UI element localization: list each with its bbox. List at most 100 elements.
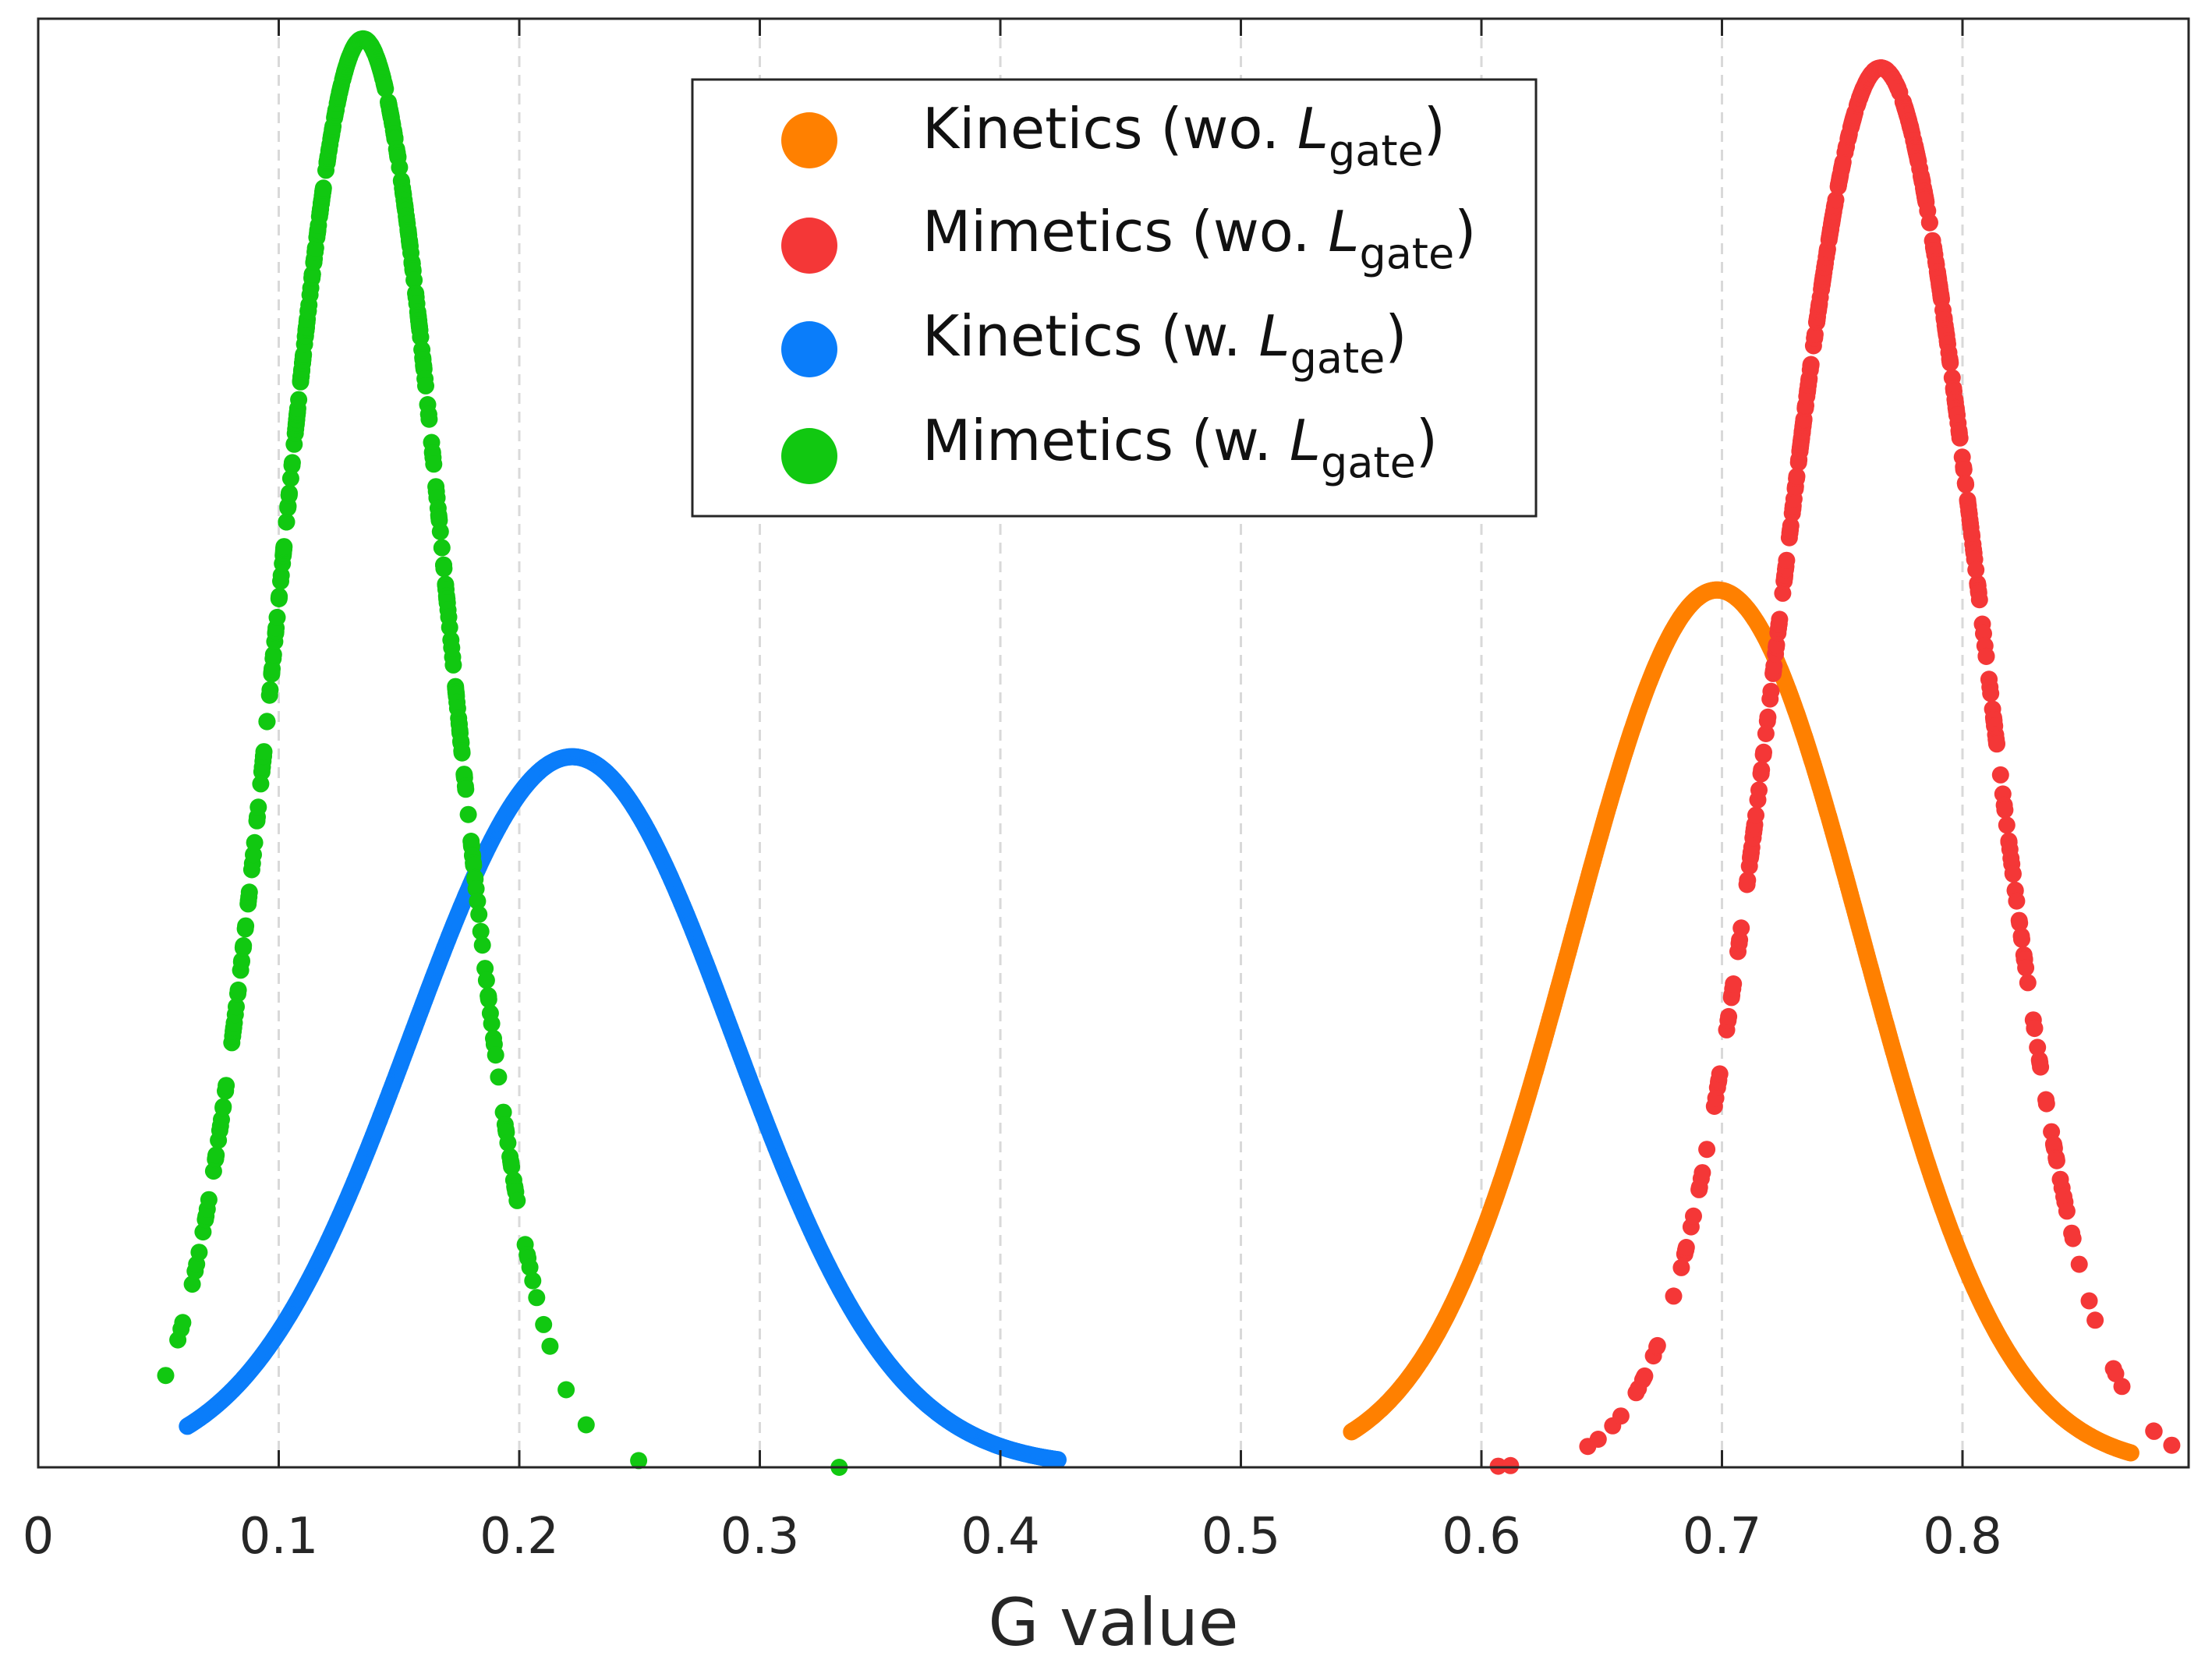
- data-point: [2080, 1292, 2098, 1310]
- data-point: [283, 454, 301, 472]
- series-mimetics-w-l-gate: [157, 30, 848, 1476]
- data-point: [490, 1068, 508, 1086]
- data-point: [2163, 1436, 2181, 1454]
- data-point: [1920, 214, 1938, 232]
- data-point: [250, 798, 267, 816]
- data-point: [214, 1098, 232, 1116]
- plot-frame: [37, 17, 2190, 1469]
- data-point: [2122, 1444, 2139, 1462]
- data-point: [281, 484, 298, 502]
- data-point: [1957, 476, 1975, 494]
- legend-marker-mimetics-w: [781, 428, 837, 484]
- data-point: [541, 1337, 559, 1355]
- data-point: [1732, 919, 1750, 937]
- data-point: [412, 328, 430, 346]
- data-point: [457, 780, 475, 798]
- data-point: [228, 998, 245, 1016]
- data-point: [233, 952, 250, 970]
- data-point: [1982, 685, 2000, 702]
- x-tick-label: 0.7: [1683, 1508, 1762, 1566]
- data-point: [229, 981, 247, 999]
- axis-ticks: [37, 19, 1964, 1467]
- legend-marker-kinetics-w: [781, 321, 837, 377]
- data-point: [1750, 781, 1768, 799]
- data-point: [281, 469, 299, 487]
- legend-label-kinetics-wo: Kinetics (wo.: [922, 96, 1297, 161]
- data-point: [1694, 1164, 1711, 1182]
- data-point: [459, 805, 477, 823]
- svg-text:Kinetics (w. Lgate): Kinetics (w. Lgate): [922, 303, 1407, 383]
- data-point: [1759, 708, 1777, 726]
- data-point: [524, 1272, 542, 1290]
- data-point: [2113, 1378, 2131, 1396]
- legend-symbol: L: [1290, 408, 1321, 473]
- data-point: [444, 656, 462, 674]
- legend-close: ): [1385, 303, 1407, 369]
- data-point: [2032, 1058, 2050, 1076]
- legend-marker-kinetics-wo: [781, 112, 837, 168]
- data-point: [2070, 1255, 2088, 1273]
- data-point: [467, 879, 485, 897]
- data-point: [480, 990, 497, 1008]
- x-tick-label: 0: [23, 1508, 55, 1566]
- data-point: [1677, 1239, 1695, 1256]
- data-point: [2026, 1020, 2044, 1038]
- data-point: [630, 1452, 648, 1470]
- data-point: [2064, 1230, 2082, 1247]
- data-point: [1747, 806, 1764, 824]
- data-point: [487, 1046, 504, 1064]
- legend-symbol: L: [1297, 96, 1329, 161]
- data-point: [557, 1381, 575, 1399]
- data-point: [420, 410, 438, 428]
- data-point: [1802, 356, 1820, 373]
- x-tick-label: 0.6: [1442, 1508, 1521, 1566]
- x-tick-label: 0.8: [1923, 1508, 2002, 1566]
- data-point: [535, 1315, 553, 1333]
- data-point: [577, 1416, 595, 1434]
- data-point: [2008, 892, 2026, 910]
- data-point: [1612, 1407, 1630, 1425]
- data-point: [1955, 461, 1973, 479]
- data-point: [2037, 1095, 2055, 1113]
- legend-symbol: L: [1259, 303, 1290, 369]
- data-point: [190, 1244, 208, 1261]
- x-tick-label: 0.5: [1202, 1508, 1281, 1566]
- data-point: [1589, 1431, 1607, 1448]
- svg-text:Mimetics (w. Lgate): Mimetics (w. Lgate): [922, 408, 1438, 487]
- data-point: [1762, 682, 1780, 700]
- legend-entry-kinetics-w: Kinetics (w. Lgate): [781, 303, 1407, 383]
- data-point: [528, 1289, 546, 1307]
- svg-text:Mimetics (wo. Lgate): Mimetics (wo. Lgate): [922, 199, 1476, 278]
- data-point: [314, 179, 332, 197]
- data-point: [1988, 735, 2005, 753]
- data-point: [1502, 1456, 1520, 1474]
- legend-label-kinetics-w: Kinetics (w.: [922, 303, 1259, 369]
- data-point: [477, 971, 495, 989]
- series-mimetics-wo-l-gate: [1489, 59, 2181, 1475]
- data-point: [1685, 1207, 1702, 1225]
- x-axis-label: G value: [988, 1584, 1238, 1661]
- legend-subscript: gate: [1329, 126, 1424, 175]
- data-point: [483, 1015, 501, 1032]
- svg-text:Kinetics (wo. Lgate): Kinetics (wo. Lgate): [922, 96, 1446, 175]
- data-point: [278, 513, 296, 531]
- data-point: [425, 455, 443, 473]
- x-tick-labels: 0 0.1 0.2 0.3 0.4 0.5 0.6 0.7 0.8: [23, 1508, 2002, 1566]
- legend-close: ): [1424, 96, 1446, 161]
- data-point: [2107, 1365, 2125, 1382]
- data-point: [2145, 1422, 2163, 1440]
- data-point: [1970, 591, 1988, 609]
- data-point: [157, 1367, 175, 1385]
- legend-entry-mimetics-w: Mimetics (w. Lgate): [781, 408, 1438, 487]
- data-point: [508, 1191, 526, 1209]
- data-point: [290, 391, 308, 409]
- data-point: [453, 744, 471, 762]
- data-point: [2019, 974, 2037, 992]
- legend-subscript: gate: [1321, 438, 1416, 487]
- legend-close: ): [1454, 199, 1476, 264]
- data-point: [503, 1158, 521, 1176]
- legend-subscript: gate: [1359, 229, 1454, 278]
- data-point: [2017, 959, 2035, 977]
- data-point: [1720, 1007, 1738, 1025]
